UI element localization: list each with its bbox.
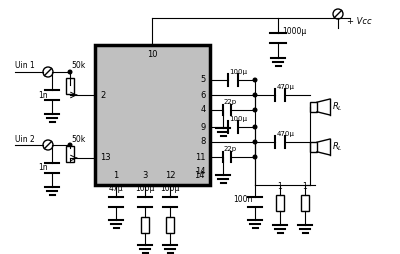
Text: 1: 1: [303, 182, 307, 191]
Text: 6: 6: [201, 90, 206, 100]
Text: Uin 2: Uin 2: [15, 135, 35, 144]
Circle shape: [43, 67, 53, 77]
Circle shape: [253, 140, 257, 144]
Text: $R_L$: $R_L$: [332, 141, 343, 153]
Text: 470μ: 470μ: [277, 84, 295, 90]
Text: $R_L$: $R_L$: [332, 101, 343, 113]
Text: 100μ: 100μ: [229, 69, 247, 75]
Text: 9: 9: [201, 122, 206, 132]
Text: Uin 1: Uin 1: [15, 61, 35, 71]
Text: 1: 1: [113, 171, 119, 180]
Circle shape: [68, 70, 72, 74]
Text: 100μ: 100μ: [160, 184, 180, 193]
Bar: [141, 217, 149, 233]
Text: 14: 14: [196, 167, 206, 177]
Bar: [66, 77, 74, 93]
Bar: [310, 142, 317, 152]
Circle shape: [43, 140, 53, 150]
Text: 22p: 22p: [224, 99, 237, 105]
Text: 10: 10: [147, 50, 158, 59]
Text: 14: 14: [194, 171, 205, 180]
Text: 11: 11: [196, 152, 206, 162]
Circle shape: [68, 143, 72, 147]
Bar: [166, 217, 174, 233]
Bar: [66, 146, 74, 162]
Text: 1n: 1n: [38, 164, 48, 172]
Text: 1000μ: 1000μ: [282, 27, 306, 37]
Circle shape: [253, 108, 257, 112]
Text: 8: 8: [201, 137, 206, 147]
Text: 100μ: 100μ: [135, 184, 155, 193]
Text: 100μ: 100μ: [229, 116, 247, 122]
Circle shape: [253, 78, 257, 82]
Bar: [95, 45, 210, 185]
Text: 1: 1: [278, 182, 282, 191]
Circle shape: [333, 9, 343, 19]
Text: 50k: 50k: [71, 135, 85, 144]
Text: 3: 3: [142, 171, 148, 180]
Circle shape: [253, 93, 257, 97]
Text: 13: 13: [100, 153, 111, 163]
Bar: [301, 195, 309, 211]
Text: 22p: 22p: [224, 146, 237, 152]
Text: 4: 4: [201, 105, 206, 115]
Text: 2: 2: [100, 90, 105, 100]
Text: 47μ: 47μ: [109, 184, 123, 193]
Text: 470μ: 470μ: [277, 131, 295, 137]
Bar: [310, 102, 317, 112]
Text: + Vcc: + Vcc: [347, 18, 372, 26]
Text: 100n: 100n: [234, 196, 253, 204]
Circle shape: [253, 155, 257, 159]
Text: 12: 12: [165, 171, 175, 180]
Text: 5: 5: [201, 75, 206, 85]
Bar: [276, 195, 284, 211]
Circle shape: [253, 125, 257, 129]
Text: 1n: 1n: [38, 90, 48, 100]
Text: 50k: 50k: [71, 61, 85, 71]
